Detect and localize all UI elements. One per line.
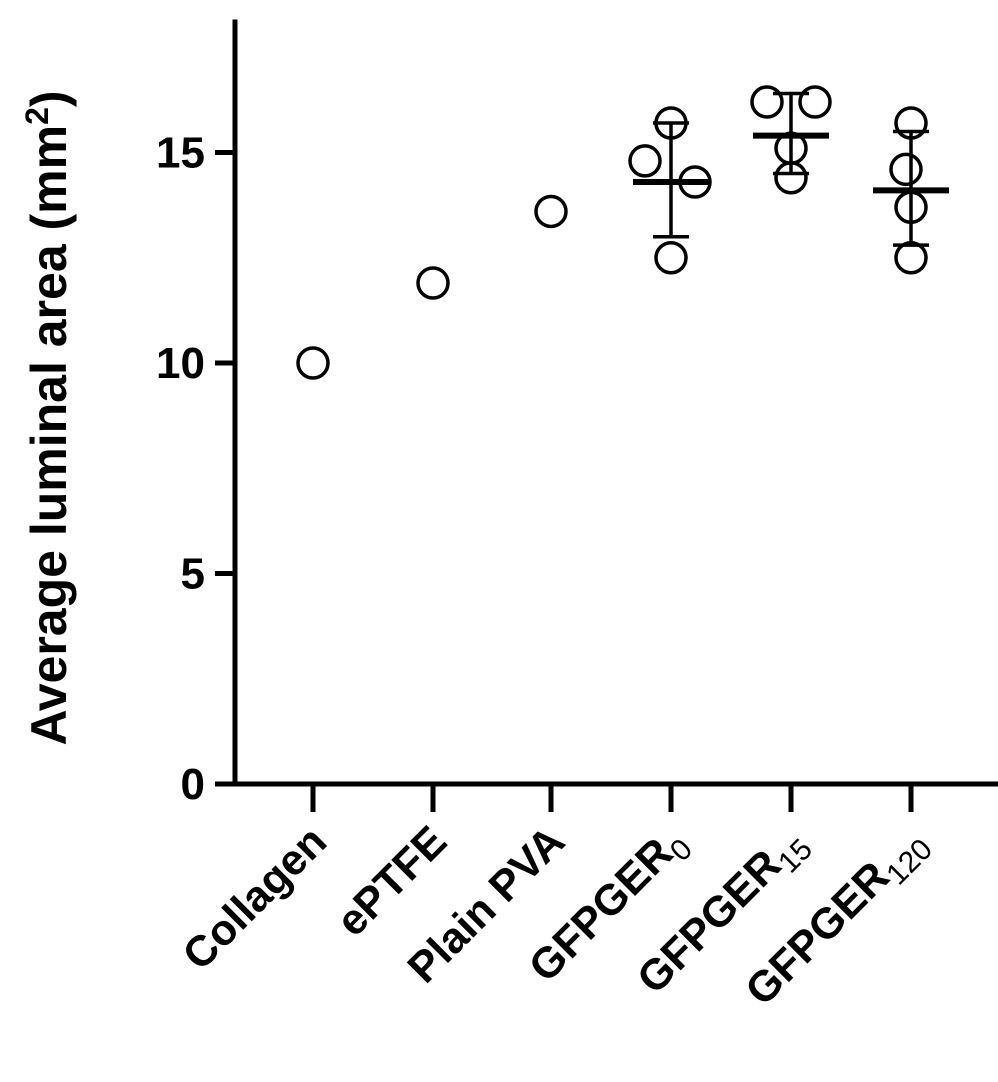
axes (215, 19, 998, 812)
data-point (416, 266, 450, 300)
data-point (296, 346, 330, 380)
y-tick-label: 0 (181, 760, 205, 809)
x-tick-label: Collagen (174, 817, 336, 979)
x-tick-label: GFPGER120 (736, 817, 939, 1020)
data-point (654, 241, 688, 275)
data-point (889, 152, 923, 187)
data-marks (296, 85, 949, 380)
data-point (798, 85, 832, 119)
y-tick-label: 10 (156, 339, 205, 388)
data-point (534, 194, 568, 229)
data-point (678, 165, 712, 199)
data-point (774, 161, 808, 195)
data-point (894, 190, 928, 224)
y-tick-label: 5 (181, 550, 205, 599)
y-axis-title-superscript: 2 (19, 107, 55, 125)
y-axis-title-text: Average luminal area (mm (21, 125, 77, 746)
data-point (628, 144, 662, 178)
data-point (654, 106, 688, 140)
y-axis-title: Average luminal area (mm2) (19, 90, 77, 745)
data-point (750, 85, 784, 119)
data-point (894, 241, 928, 275)
y-tick-label: 15 (156, 129, 205, 178)
data-point (894, 106, 928, 140)
y-axis-title-close: ) (21, 90, 77, 107)
